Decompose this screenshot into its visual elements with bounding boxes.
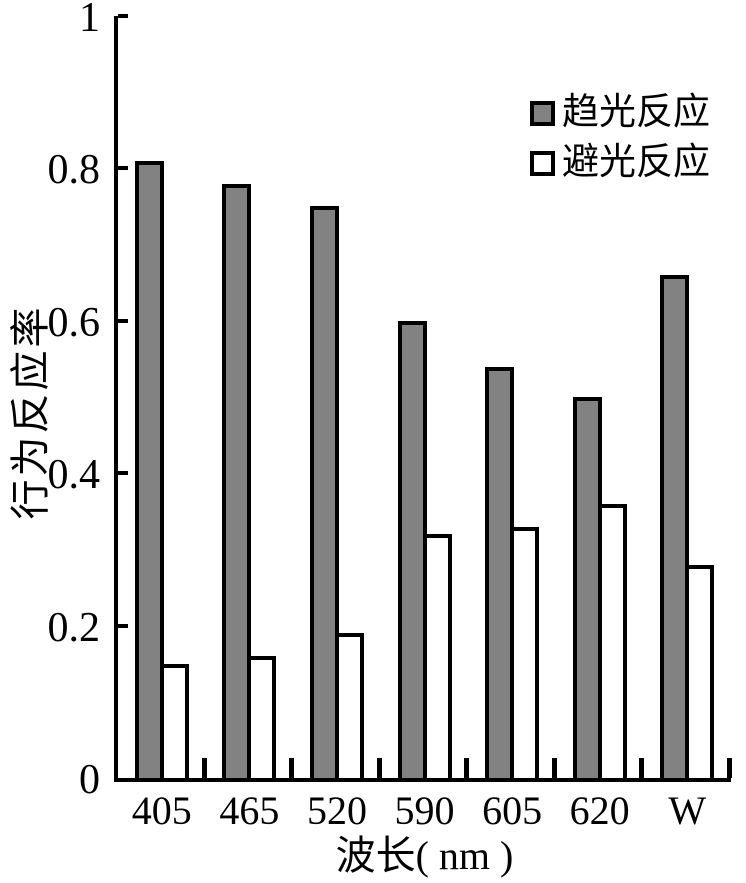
x-tick-label: 590 — [394, 788, 455, 833]
legend-swatch-avoidance — [530, 150, 555, 176]
bars-layer — [118, 16, 731, 778]
x-tick-label: 405 — [131, 788, 192, 833]
x-tick-label: W — [668, 788, 707, 833]
bar-avoidance-590 — [422, 534, 452, 778]
bar-group-465 — [206, 184, 294, 778]
bar-avoidance-620 — [597, 504, 627, 778]
legend-label-phototaxis: 趋光反应 — [562, 92, 710, 133]
legend: 趋光反应 避光反应 — [530, 92, 710, 192]
bar-group-w — [643, 275, 731, 778]
y-tick-label: 1 — [79, 0, 100, 41]
y-tick-label: 0.4 — [47, 452, 101, 498]
bar-group-605 — [468, 367, 556, 778]
y-tick-label: 0.6 — [47, 300, 101, 346]
legend-label-avoidance: 避光反应 — [562, 142, 710, 183]
bar-group-590 — [381, 321, 469, 778]
y-tick-label: 0.8 — [47, 147, 101, 193]
bar-avoidance-520 — [334, 633, 364, 778]
x-axis-tick — [464, 758, 469, 778]
x-axis-label: 波长( nm ) — [335, 833, 514, 878]
y-axis-tick — [118, 14, 128, 18]
x-axis-tick — [377, 758, 382, 778]
bar-group-620 — [556, 397, 644, 778]
plot-area — [114, 14, 732, 782]
y-axis-tick — [118, 319, 128, 323]
x-tick-label: 620 — [569, 788, 630, 833]
x-axis-tick — [552, 758, 557, 778]
x-tick-label: 465 — [219, 788, 280, 833]
bar-phototaxis-w — [660, 275, 690, 778]
y-axis-tick — [118, 471, 128, 475]
x-axis-tick — [727, 758, 732, 778]
x-tick-label: 520 — [306, 788, 367, 833]
y-axis-tick — [118, 166, 128, 170]
y-axis-tick — [118, 624, 128, 628]
x-axis-tick — [639, 758, 644, 778]
bar-phototaxis-520 — [309, 206, 339, 778]
legend-item-phototaxis: 趋光反应 — [530, 92, 710, 134]
bar-avoidance-465 — [247, 656, 277, 778]
bar-avoidance-w — [685, 565, 715, 778]
y-tick-label: 0 — [79, 757, 100, 803]
y-tick-label: 0.2 — [47, 605, 101, 651]
bar-group-405 — [118, 161, 206, 778]
x-tick-labels: 405 465 520 590 605 620 W — [118, 789, 731, 833]
x-tick-label: 605 — [482, 788, 543, 833]
bar-phototaxis-465 — [222, 184, 252, 778]
x-axis-tick — [202, 758, 207, 778]
x-axis-tick — [289, 758, 294, 778]
legend-swatch-phototaxis — [530, 100, 555, 126]
bar-group-520 — [293, 206, 381, 778]
legend-item-avoidance: 避光反应 — [530, 142, 710, 184]
bar-avoidance-405 — [159, 664, 189, 778]
bar-avoidance-605 — [510, 527, 540, 778]
bar-phototaxis-405 — [134, 161, 164, 778]
